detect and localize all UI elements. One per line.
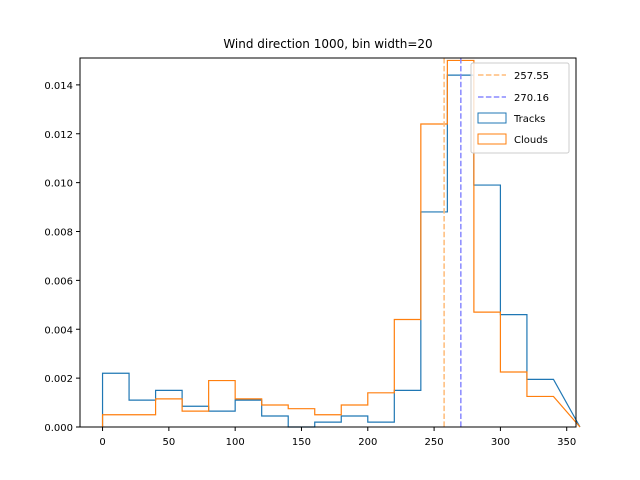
legend-label-clouds: Clouds bbox=[514, 135, 548, 146]
histogram-series-tracks bbox=[101, 74, 581, 428]
y-tick-label: 0.004 bbox=[44, 325, 73, 336]
legend-label-tracks: Tracks bbox=[513, 114, 545, 125]
y-tick-label: 0.008 bbox=[44, 228, 73, 239]
x-tick-label: 150 bbox=[292, 437, 311, 448]
histogram-series-clouds bbox=[101, 59, 581, 428]
y-tick-label: 0.006 bbox=[44, 276, 73, 287]
x-tick-label: 0 bbox=[99, 437, 105, 448]
x-tick-label: 250 bbox=[425, 437, 444, 448]
chart-title: Wind direction 1000, bin width=20 bbox=[223, 37, 432, 51]
x-tick-label: 350 bbox=[557, 437, 576, 448]
x-tick-label: 300 bbox=[491, 437, 510, 448]
legend-label-257: 257.55 bbox=[514, 71, 549, 82]
legend-swatch-clouds bbox=[477, 133, 507, 145]
y-tick-label: 0.000 bbox=[44, 423, 73, 434]
legend-box bbox=[470, 62, 570, 154]
x-tick-label: 50 bbox=[162, 437, 175, 448]
y-tick-label: 0.010 bbox=[44, 179, 73, 190]
legend-label-270: 270.16 bbox=[514, 93, 549, 104]
y-tick-label: 0.012 bbox=[44, 130, 73, 141]
y-tick-label: 0.014 bbox=[44, 81, 73, 92]
x-tick-label: 100 bbox=[226, 437, 245, 448]
legend: 257.55 270.16 Tracks Clouds bbox=[470, 62, 570, 154]
plot-area: 0 50 100 150 200 250 300 350 0.000 0.002 0.004 0.00… bbox=[44, 57, 581, 448]
legend-swatch-tracks bbox=[477, 112, 507, 124]
x-tick-label: 200 bbox=[358, 437, 377, 448]
axes-frame bbox=[79, 57, 577, 428]
y-tick-label: 0.002 bbox=[44, 374, 73, 385]
